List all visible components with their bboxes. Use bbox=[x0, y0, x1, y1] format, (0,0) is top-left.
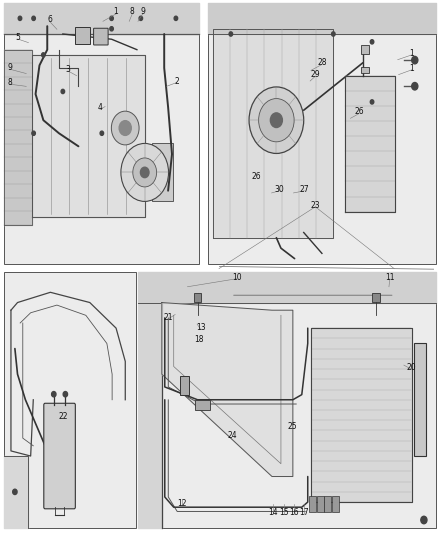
Circle shape bbox=[100, 131, 103, 135]
Circle shape bbox=[119, 120, 131, 135]
Text: 26: 26 bbox=[354, 108, 364, 116]
Text: 14: 14 bbox=[268, 508, 278, 517]
Circle shape bbox=[412, 83, 418, 90]
Text: 8: 8 bbox=[130, 7, 134, 16]
Text: 2: 2 bbox=[174, 77, 179, 85]
Text: 9: 9 bbox=[7, 63, 13, 72]
Text: 25: 25 bbox=[288, 422, 297, 431]
Circle shape bbox=[133, 158, 157, 187]
Circle shape bbox=[332, 32, 335, 36]
Text: 13: 13 bbox=[196, 324, 205, 332]
Bar bbox=[208, 3, 436, 264]
Text: 15: 15 bbox=[279, 508, 289, 517]
Circle shape bbox=[139, 16, 143, 20]
Text: 8: 8 bbox=[8, 78, 12, 87]
Bar bbox=[138, 272, 436, 528]
Bar bbox=[194, 293, 201, 302]
Text: 21: 21 bbox=[164, 313, 173, 321]
Circle shape bbox=[412, 56, 418, 64]
Bar bbox=[414, 343, 427, 456]
Text: 10: 10 bbox=[232, 273, 241, 281]
Bar bbox=[74, 28, 90, 44]
Text: 23: 23 bbox=[311, 201, 320, 209]
Bar bbox=[361, 45, 370, 54]
Circle shape bbox=[32, 16, 35, 20]
Circle shape bbox=[370, 40, 374, 44]
Text: 18: 18 bbox=[194, 335, 204, 344]
Text: 30: 30 bbox=[275, 185, 284, 193]
Bar bbox=[372, 293, 380, 302]
Text: 20: 20 bbox=[407, 364, 417, 372]
Text: 12: 12 bbox=[177, 499, 187, 508]
Polygon shape bbox=[162, 303, 293, 477]
Text: 27: 27 bbox=[300, 185, 309, 193]
Circle shape bbox=[121, 143, 169, 201]
Circle shape bbox=[174, 16, 178, 20]
Bar bbox=[317, 496, 324, 512]
Circle shape bbox=[61, 90, 65, 94]
Circle shape bbox=[370, 100, 374, 104]
Bar bbox=[4, 272, 136, 528]
Circle shape bbox=[141, 167, 149, 177]
Bar bbox=[180, 376, 189, 394]
Text: 1: 1 bbox=[410, 64, 414, 72]
Text: 11: 11 bbox=[385, 273, 395, 281]
Circle shape bbox=[111, 111, 139, 145]
Text: 17: 17 bbox=[299, 508, 309, 517]
Text: 1: 1 bbox=[410, 49, 414, 58]
Circle shape bbox=[42, 53, 45, 57]
Bar bbox=[324, 496, 331, 512]
Bar bbox=[152, 143, 173, 201]
FancyBboxPatch shape bbox=[44, 403, 75, 509]
Text: 3: 3 bbox=[65, 65, 71, 74]
Text: 1: 1 bbox=[114, 7, 118, 16]
Text: 26: 26 bbox=[252, 173, 261, 181]
Text: 4: 4 bbox=[97, 103, 102, 112]
Circle shape bbox=[13, 489, 17, 495]
Text: 24: 24 bbox=[227, 432, 237, 440]
Text: 16: 16 bbox=[290, 508, 299, 517]
Text: 6: 6 bbox=[47, 15, 52, 24]
Circle shape bbox=[18, 16, 22, 20]
Circle shape bbox=[110, 27, 113, 31]
Bar bbox=[309, 496, 316, 512]
Bar bbox=[361, 67, 370, 73]
Circle shape bbox=[258, 99, 294, 142]
Circle shape bbox=[110, 16, 113, 20]
Circle shape bbox=[32, 131, 35, 135]
Circle shape bbox=[421, 516, 427, 524]
Circle shape bbox=[229, 32, 233, 36]
Bar bbox=[4, 3, 199, 264]
Text: 22: 22 bbox=[59, 413, 68, 421]
Circle shape bbox=[52, 392, 56, 397]
Circle shape bbox=[249, 87, 304, 154]
Bar bbox=[332, 496, 339, 512]
FancyBboxPatch shape bbox=[94, 28, 108, 45]
Text: 5: 5 bbox=[15, 33, 20, 42]
Circle shape bbox=[270, 113, 283, 127]
Text: 28: 28 bbox=[317, 59, 327, 67]
Text: 9: 9 bbox=[140, 7, 145, 16]
Circle shape bbox=[63, 392, 67, 397]
Text: 29: 29 bbox=[311, 70, 320, 79]
Bar bbox=[194, 400, 210, 410]
